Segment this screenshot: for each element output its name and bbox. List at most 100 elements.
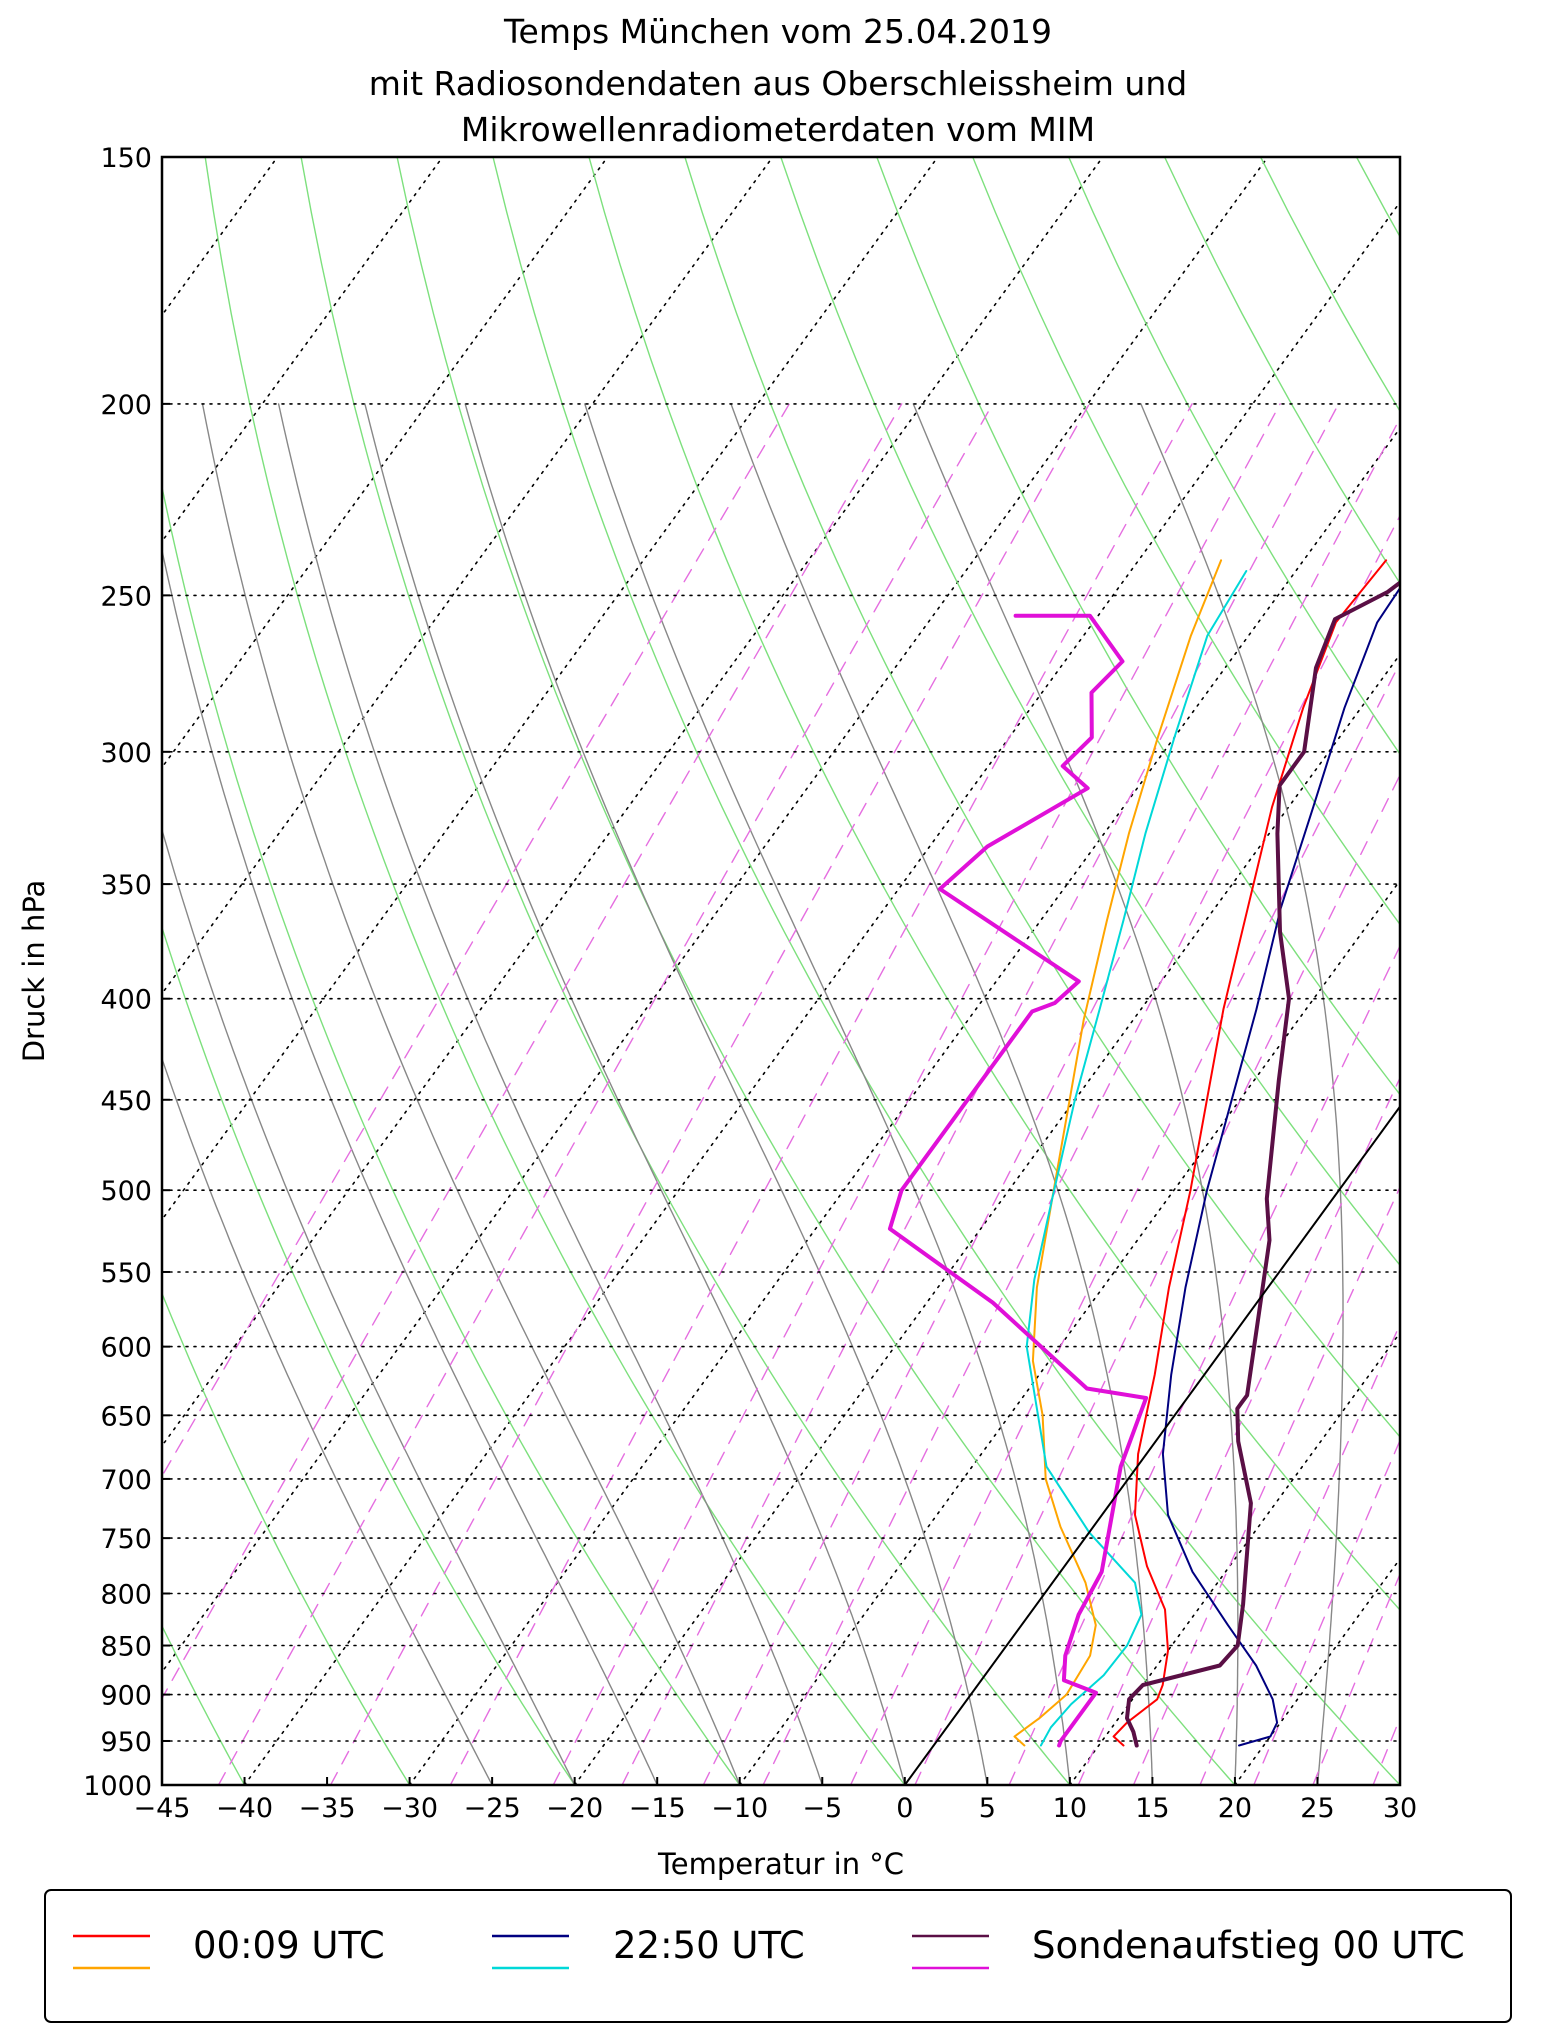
chart-title-line-1: Temps München vom 25.04.2019 — [503, 12, 1052, 51]
isotherm-line — [243, 200, 1400, 1785]
x-tick-label: 0 — [896, 1793, 913, 1824]
y-tick-label: 950 — [100, 1727, 152, 1758]
moist-adiabat-line — [162, 547, 658, 1785]
x-tick-label: −5 — [802, 1793, 842, 1824]
x-tick-label: 25 — [1300, 1793, 1334, 1824]
isobar-grid — [162, 403, 1400, 1742]
chart-title-line-2: mit Radiosondendaten aus Oberschleisshei… — [369, 64, 1187, 103]
mixing-ratio-line — [162, 403, 790, 1478]
mixing-ratio-line — [1423, 404, 1542, 1785]
y-tick-label: 800 — [100, 1580, 152, 1611]
moist-adiabat-line — [1483, 404, 1542, 1785]
dry-adiabat-line — [780, 157, 1400, 1267]
moist-adiabat-line — [1140, 403, 1344, 1785]
x-tick-label: −25 — [464, 1793, 521, 1824]
zero-isotherm-line — [903, 1104, 1400, 1785]
dry-adiabat-line — [1067, 157, 1400, 756]
x-tick-label: 10 — [1053, 1793, 1087, 1824]
y-tick-label: 600 — [100, 1333, 152, 1364]
isotherm-line — [738, 879, 1400, 1785]
x-tick-label: −35 — [299, 1793, 356, 1824]
mixing-ratio-line — [217, 403, 994, 1785]
moist-adiabat-line — [277, 403, 823, 1785]
mixing-ratio-line — [1312, 1572, 1400, 1785]
dry-adiabat-line — [492, 157, 1400, 1785]
y-tick-label: 350 — [100, 870, 152, 901]
x-axis-label: Temperatur in °C — [657, 1847, 904, 1881]
dry-adiabat-line — [684, 157, 1400, 1439]
isotherm-line — [162, 157, 1104, 1448]
axis-ticks: −45 −40 −35 −30 −25 −20 −15 −10 −5 0 5 10 15 20 25 30 15… — [83, 143, 1417, 1824]
series-line-4 — [1025, 570, 1248, 1747]
dry-adiabat-line — [588, 157, 1400, 1612]
legend-label-0009: 00:09 UTC — [193, 1924, 385, 1967]
x-tick-label: 20 — [1218, 1793, 1252, 1824]
x-tick-label: −10 — [711, 1793, 768, 1824]
y-tick-label: 400 — [100, 985, 152, 1016]
series-line-3 — [1161, 586, 1400, 1747]
x-tick-label: 15 — [1135, 1793, 1169, 1824]
dry-adiabat-line — [162, 1624, 246, 1785]
moist-adiabat-line — [584, 403, 1071, 1785]
y-tick-label: 150 — [100, 143, 152, 174]
legend — [73, 1934, 989, 1970]
mixing-ratio-line — [1132, 1185, 1400, 1785]
isotherm-line — [162, 157, 774, 995]
isotherm-line — [162, 157, 609, 769]
moist-adiabat-line — [730, 403, 1154, 1785]
series-line-1 — [1112, 559, 1388, 1747]
legend-box — [44, 1889, 1512, 2023]
isotherm-line — [573, 653, 1400, 1785]
series-line-6 — [887, 613, 1149, 1748]
y-tick-label: 250 — [100, 581, 152, 612]
y-tick-label: 750 — [100, 1524, 152, 1555]
y-tick-label: 1000 — [83, 1771, 152, 1802]
moist-adiabat-line — [364, 403, 906, 1785]
mixing-ratio-line — [449, 403, 1193, 1785]
x-tick-label: −40 — [216, 1793, 273, 1824]
x-tick-label: −30 — [381, 1793, 438, 1824]
dry-adiabat-line — [162, 1291, 411, 1785]
dry-adiabat-line — [300, 157, 1071, 1785]
plot-frame — [160, 155, 1402, 1787]
series-line-5 — [1125, 580, 1400, 1748]
series-group — [887, 559, 1400, 1785]
isotherm-line — [162, 157, 1269, 1674]
x-tick-label: −20 — [546, 1793, 603, 1824]
y-tick-label: 500 — [100, 1176, 152, 1207]
y-tick-label: 850 — [100, 1632, 152, 1663]
y-tick-label: 650 — [100, 1401, 152, 1432]
y-tick-label: 450 — [100, 1086, 152, 1117]
chart-title-line-3: Mikrowellenradiometerdaten vom MIM — [461, 110, 1095, 149]
x-tick-label: 5 — [979, 1793, 996, 1824]
mixing-ratio-line — [1474, 404, 1542, 1785]
y-tick-label: 300 — [100, 738, 152, 769]
dry-adiabat-line — [396, 157, 1236, 1785]
dry-adiabat-line — [162, 925, 576, 1785]
dry-adiabat-line — [204, 157, 906, 1785]
dry-adiabat-line — [1453, 157, 1542, 1785]
dry-adiabat-line — [876, 157, 1400, 1096]
x-tick-label: −15 — [629, 1793, 686, 1824]
isotherm-line — [1069, 1331, 1400, 1785]
y-tick-label: 700 — [100, 1465, 152, 1496]
legend-label-sonde: Sondenaufstieg 00 UTC — [1032, 1924, 1465, 1967]
x-tick-label: −45 — [134, 1793, 191, 1824]
dry-adiabat-line — [972, 157, 1400, 926]
mixing-ratio-line — [1253, 1438, 1400, 1785]
y-axis-label: Druck in hPa — [17, 880, 51, 1063]
y-tick-label: 900 — [100, 1681, 152, 1712]
dry-adiabat-line — [162, 484, 741, 1785]
y-tick-label: 200 — [100, 390, 152, 421]
isotherm-line — [162, 157, 444, 543]
plot-area — [162, 157, 1400, 1785]
background-lines — [162, 157, 1542, 1785]
legend-label-2250: 22:50 UTC — [613, 1924, 805, 1967]
isotherm-line — [1399, 1783, 1400, 1785]
series-line-2 — [1013, 559, 1223, 1747]
moist-adiabat-line — [1399, 1779, 1400, 1785]
y-tick-label: 550 — [100, 1258, 152, 1289]
mixing-ratio-line — [162, 403, 903, 1700]
x-tick-label: 30 — [1383, 1793, 1417, 1824]
